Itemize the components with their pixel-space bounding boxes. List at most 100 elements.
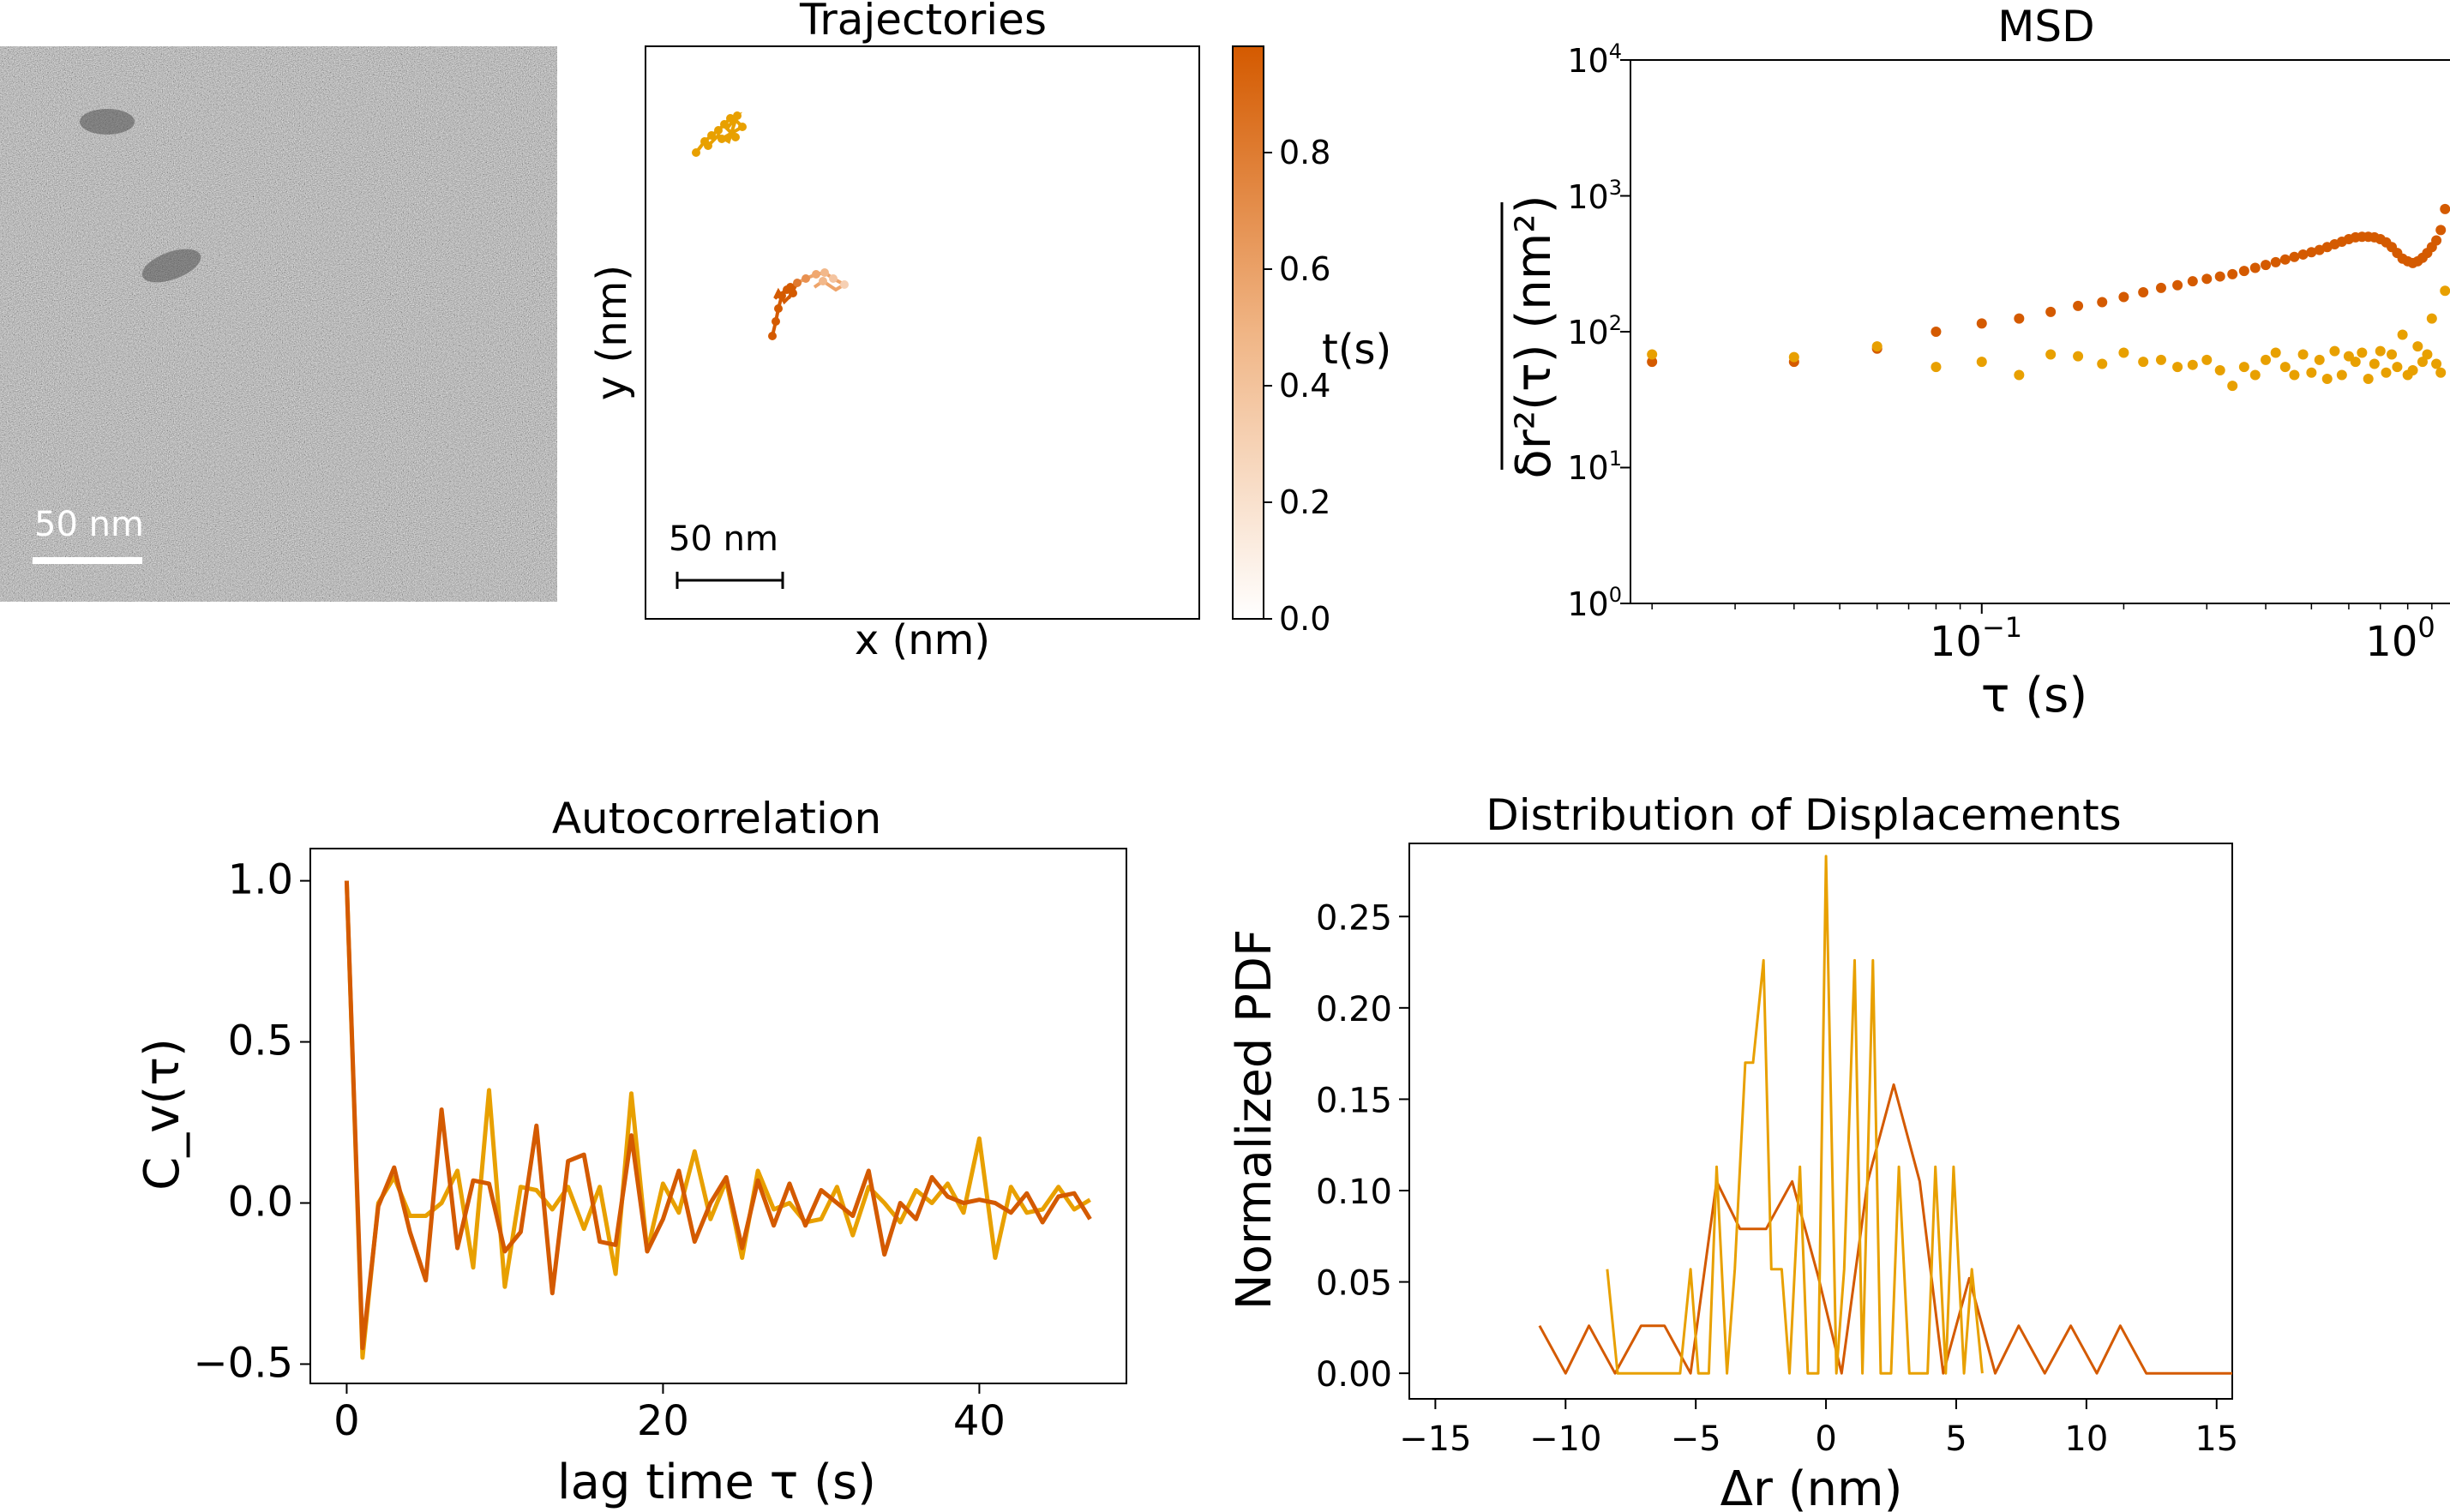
msd-point [2201,273,2213,285]
msd-point [2249,262,2261,273]
colorbar-tick-label: 0.0 [1279,600,1330,638]
autocorr-series-line [344,880,1092,1351]
msd-point [1647,349,1658,360]
autocorr-series-line [344,880,1091,1360]
msd-point [1931,327,1942,337]
msd-point [2329,345,2340,357]
msd-point [2314,244,2325,255]
msd-point [2097,297,2108,308]
trajectories-panel: Trajectories x (nm) y (nm) 50 nm [588,0,1391,664]
trajectories-ylabel: y (nm) [588,265,636,400]
msd-point [2381,367,2392,378]
msd-point [2422,349,2433,360]
msd-point [2172,362,2183,373]
msd-point [1976,357,1987,368]
trajectory-point [733,111,742,120]
msd-point [2227,381,2238,392]
msd-point [2314,354,2325,365]
msd-point [2297,249,2309,260]
displacement-title: Distribution of Displacements [1486,790,2121,840]
msd-point [2118,347,2129,358]
displacement-frame [1408,843,2233,1400]
displacements-xtick-label: −5 [1671,1419,1721,1459]
trajectory-point [793,279,802,287]
msd-ytick-label: 104 [1567,39,1622,80]
autocorr-ytick-label: 0.5 [228,1017,293,1065]
msd-point [2249,369,2261,381]
msd-point [2336,369,2347,381]
msd-point [2238,362,2249,373]
msd-xticks: 10−1 100 [1930,611,2435,666]
msd-point [2297,349,2309,360]
msd-point [2118,291,2129,303]
msd-ytick-label: 102 [1567,311,1622,351]
autocorr-ylabel: C_v(τ) [135,1038,190,1191]
msd-point [2289,369,2300,381]
msd-point [2014,369,2025,381]
displacements-series-line [1538,1083,2232,1375]
autocorr-title: Autocorrelation [552,794,881,843]
msd-point [2306,247,2317,258]
msd-xlabel: τ (s) [1981,668,2087,723]
autocorr-ytick-label: 0.0 [228,1178,293,1226]
trajectory-point [731,133,740,141]
autocorr-xtick-label: 40 [953,1397,1006,1445]
displacements-xtick-label: 5 [1945,1419,1967,1459]
trajectory-point [707,131,716,140]
chart-marks: 0 20 40−0.50.00.51.0−15 −10 −5 0 5 10 150.000.05… [193,59,2450,1459]
msd-point [2261,260,2272,271]
msd-point [2321,373,2333,384]
msd-point [2214,271,2225,282]
msd-point [2435,367,2447,378]
trajectory-points [768,268,849,340]
msd-point [2392,362,2403,373]
trajectory-point [840,280,849,289]
msd-yticks: 100 101 102 103 104 [1567,39,1622,623]
msd-point [2397,329,2408,340]
msd-ytick-label: 101 [1567,447,1622,487]
msd-point [2045,306,2057,317]
displacements-ytick-label: 0.05 [1316,1264,1392,1304]
msd-point [2279,254,2291,265]
msd-point [2363,373,2374,384]
msd-point [2214,365,2225,376]
em-scalebar [33,557,142,564]
displacements-ytick-label: 0.10 [1316,1173,1392,1212]
colorbar-tick-label: 0.4 [1279,367,1330,405]
msd-point [2238,266,2249,277]
msd-point [2155,282,2166,293]
trajectories-xlabel: x (nm) [855,616,990,664]
msd-point [2426,313,2437,324]
msd-point [2097,358,2108,369]
particle-blob [141,249,201,283]
msd-xtick-label: 100 [2365,611,2435,666]
msd-point [1647,357,1658,368]
msd-point [2227,268,2238,279]
msd-ylabel: δr²(τ) (nm²) [1506,195,1562,478]
msd-point [2014,313,2025,324]
displacements-ytick-label: 0.25 [1316,898,1392,938]
trajectories-title: Trajectories [799,0,1047,45]
msd-panel: MSD 10−1 100 100 101 102 103 104 [1500,2,2450,723]
trajectory-point [802,274,810,283]
msd-point [2350,357,2361,368]
msd-point [2155,354,2166,365]
displacement-panel: Distribution of Displacements Δr (nm) No… [1227,790,2233,1512]
trajectories-frame [645,45,1200,620]
trajectory-point [819,277,827,285]
displacements-ytick-label: 0.00 [1316,1355,1392,1395]
trajectory-point [738,123,747,131]
msd-point [2201,354,2213,365]
em-scalebar-label: 50 nm [34,505,144,544]
msd-point [2073,300,2084,311]
displacements-xtick-label: 10 [2064,1419,2108,1459]
trajectory-point [726,114,735,123]
trajectory-points [692,111,747,157]
msd-point [2375,345,2386,357]
msd-point [2270,347,2281,358]
displacements-ytick-label: 0.20 [1316,990,1392,1029]
msd-point [2073,351,2084,362]
trajectory-point [812,270,820,279]
colorbar-ticks: 0.0 0.2 0.4 0.6 0.8 [1264,134,1330,638]
trajectory-point [718,135,726,143]
